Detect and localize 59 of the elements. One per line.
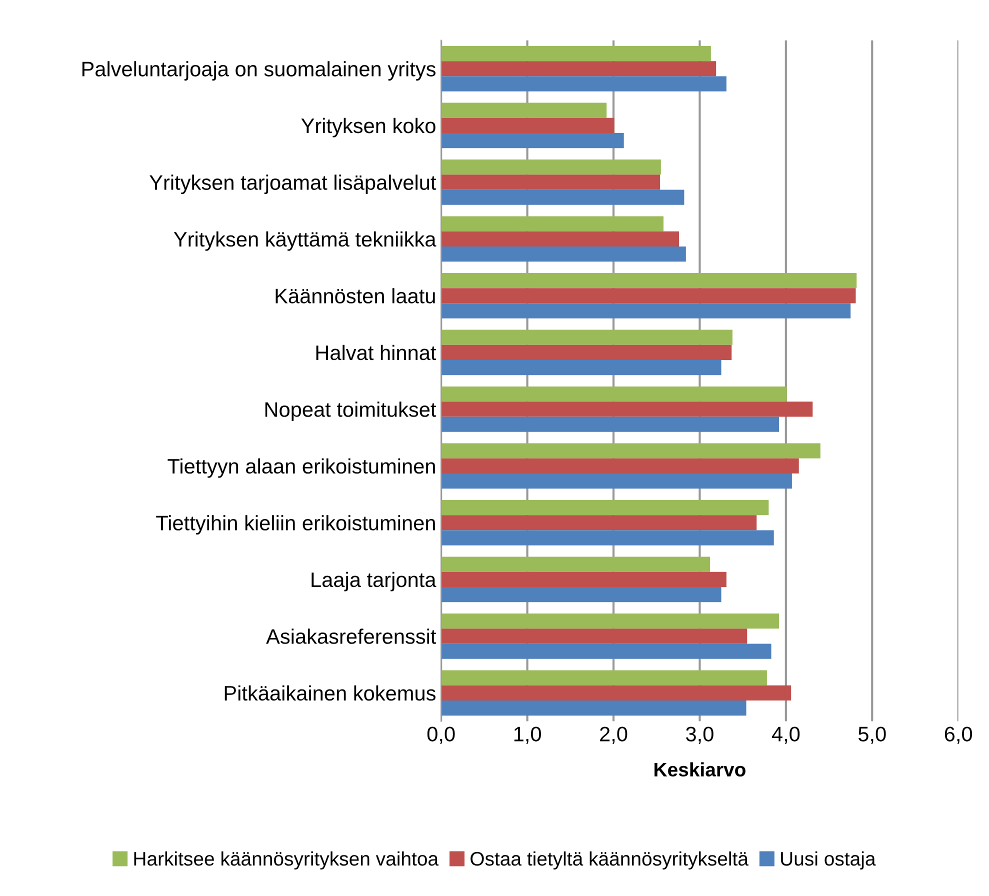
legend-label: Ostaa tietyltä käännösyritykseltä <box>470 851 748 870</box>
bar <box>441 102 607 118</box>
bar <box>441 530 774 546</box>
bar <box>441 556 710 572</box>
x-tick-label: 1,0 <box>514 726 541 744</box>
y-tick-label: Asiakasreferenssit <box>266 628 436 644</box>
x-tick-label: 0,0 <box>427 726 455 744</box>
y-tick-label: Tiettyihin kieliin erikoistuminen <box>156 515 435 535</box>
x-tick-label: 5,0 <box>858 726 886 744</box>
bar <box>441 330 732 345</box>
bar <box>441 443 820 458</box>
y-tick-label: Tiettyyn alaan erikoistuminen <box>168 458 435 478</box>
bar <box>441 159 661 175</box>
y-tick-label: Nopeat toimitukset <box>265 402 436 422</box>
legend-label: Harkitsee käännösyrityksen vaihtoa <box>134 851 439 870</box>
bar <box>441 133 624 148</box>
bar <box>441 402 813 417</box>
x-tick-label: 2,0 <box>600 726 628 744</box>
bar <box>441 288 856 304</box>
bar <box>441 231 680 246</box>
bar <box>441 246 686 262</box>
bar <box>441 644 772 659</box>
bar <box>441 685 792 700</box>
bar <box>441 515 757 530</box>
y-tick-label: Laaja tarjonta <box>312 572 436 592</box>
bar <box>441 700 746 716</box>
bar <box>441 190 684 205</box>
bar <box>441 386 787 402</box>
x-tick-label: 6,0 <box>944 726 972 744</box>
bar <box>441 628 748 644</box>
bar <box>441 458 799 474</box>
y-tick-label: Pitkäaikainen kokemus <box>224 685 436 701</box>
bar <box>441 670 767 686</box>
y-tick-label: Yrityksen koko <box>301 118 436 138</box>
y-tick-label: Yrityksen käyttämä tekniikka <box>174 231 436 251</box>
bar <box>441 46 711 62</box>
x-axis-title: Keskiarvo <box>654 762 746 777</box>
bar <box>441 76 726 92</box>
bar <box>441 572 726 587</box>
bar <box>441 613 780 629</box>
bar <box>441 344 732 360</box>
bar <box>441 416 780 432</box>
y-tick-label: Yrityksen tarjoamat lisäpalvelut <box>150 174 436 194</box>
bar <box>441 272 857 288</box>
bar <box>441 360 722 376</box>
bar <box>441 216 664 232</box>
x-tick-label: 3,0 <box>686 726 714 744</box>
y-tick-label: Palveluntarjoaja on suomalainen yritys <box>82 61 436 81</box>
bar <box>441 500 769 516</box>
bar <box>441 118 614 134</box>
bar <box>441 174 660 190</box>
bar <box>441 303 851 318</box>
bar <box>441 61 716 76</box>
bar <box>441 586 722 602</box>
x-tick-label: 4,0 <box>772 726 800 744</box>
legend-label: Uusi ostaja <box>781 851 876 870</box>
y-tick-label: Käännösten laatu <box>276 288 435 304</box>
y-tick-label: Halvat hinnat <box>316 344 436 360</box>
bar <box>441 473 792 489</box>
